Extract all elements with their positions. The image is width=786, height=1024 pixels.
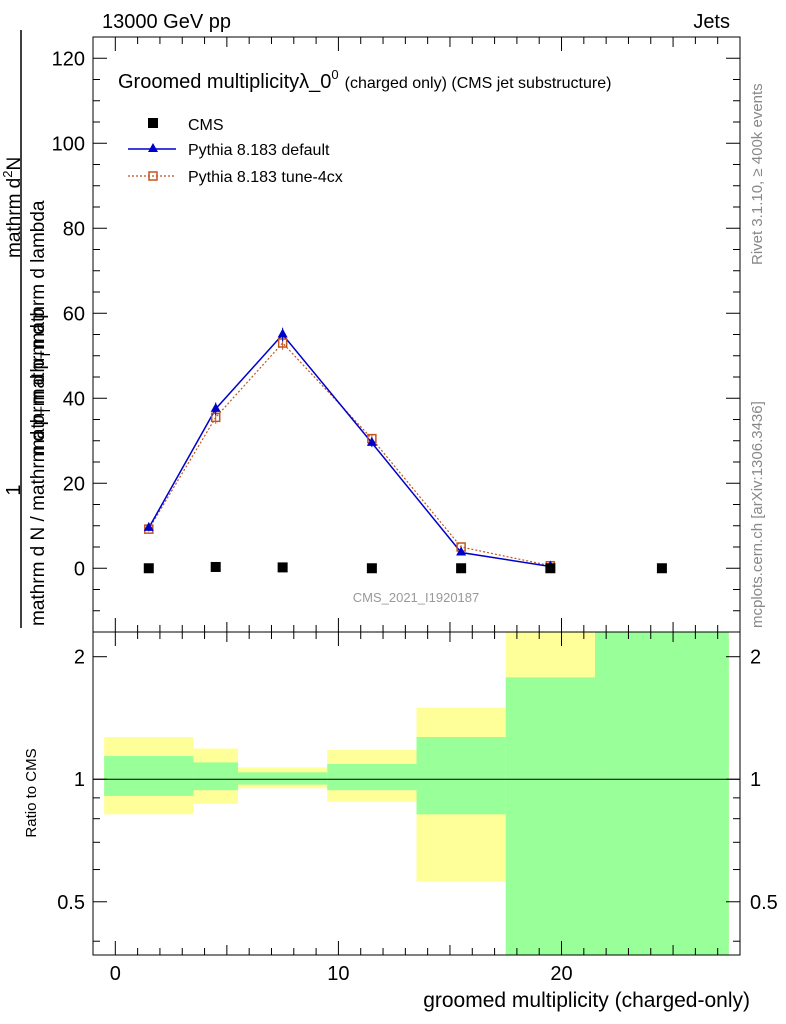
ratio-ylabel: Ratio to CMS (23, 748, 40, 837)
y-tick-label: 120 (52, 48, 85, 70)
legend-cms-label: CMS (188, 117, 224, 134)
ratio-band-green (505, 677, 595, 955)
legend-tune-marker (148, 171, 158, 181)
y-tick-label: 80 (63, 218, 85, 240)
y-tick-label: 100 (52, 133, 85, 155)
legend: CMS Pythia 8.183 default Pythia 8.183 tu… (128, 117, 343, 186)
legend-tune-label: Pythia 8.183 tune-4cx (188, 169, 343, 186)
ratio-y-tick-label-left: 1 (74, 769, 85, 791)
ylabel-one: 1 (3, 484, 25, 495)
y-tick-label: 40 (63, 388, 85, 410)
ratio-y-axis: 0.5 0.5 1 1 2 2 (57, 647, 778, 942)
header-left: 13000 GeV pp (102, 11, 231, 33)
main-ylabel: 1 mathrm d N / mathrm d pTmathrm d p mat… (0, 30, 53, 628)
mcplots-label: mcplots.cern.ch [arXiv:1306.3436] (749, 401, 766, 628)
ratio-x-axis: 0 10 20 (92, 632, 719, 985)
pythia-default-point (210, 402, 221, 412)
x-tick-label: 20 (550, 963, 572, 985)
ratio-band-green (594, 632, 729, 955)
cms-point (656, 563, 667, 574)
ylabel-den-sub: T (37, 406, 53, 415)
pythia-default-point (456, 546, 467, 556)
ratio-y-tick-label-right: 0.5 (750, 892, 778, 914)
ylabel-main-bottom: mathrm d pTmathrm d lambda (28, 200, 53, 455)
ratio-y-tick-label-right: 1 (750, 769, 761, 791)
header-right: Jets (693, 11, 730, 33)
x-axis-label: groomed multiplicity (charged-only) (423, 989, 750, 1012)
pythia-default-point (366, 436, 377, 446)
y-tick-label: 0 (74, 558, 85, 580)
pythia-default-point (277, 328, 288, 338)
ratio-band-green (416, 736, 506, 815)
rivet-label: Rivet 3.1.10, ≥ 400k events (749, 83, 766, 265)
pythia-tune-line (148, 342, 551, 567)
ratio-y-tick-label-right: 2 (750, 647, 761, 669)
ylabel-main-top: mathrm d2N (0, 157, 25, 258)
ratio-y-tick-label-left: 2 (74, 647, 85, 669)
ratio-band-green (193, 762, 239, 791)
legend-default-label: Pythia 8.183 default (188, 142, 330, 159)
ylabel-denominator: mathrm d N / mathrm d pTmathrm d p (28, 308, 53, 626)
y-tick-label: 60 (63, 303, 85, 325)
ratio-band-green (327, 764, 417, 791)
pythia-default-point (143, 521, 154, 531)
y-tick-label: 20 (63, 473, 85, 495)
legend-cms-marker (148, 118, 158, 128)
pythia-default-line (148, 333, 551, 568)
legend-default-marker (148, 143, 158, 152)
cms-point (143, 563, 154, 574)
cms-point (366, 563, 377, 574)
x-tick-label: 10 (327, 963, 349, 985)
cms-point (456, 563, 467, 574)
ratio-band-green (104, 756, 194, 796)
ratio-y-tick-label-left: 0.5 (57, 892, 85, 914)
main-x-axis (92, 37, 719, 632)
x-tick-label: 0 (110, 963, 121, 985)
main-y-axis: 0 20 40 60 80 100 120 (52, 48, 740, 612)
ratio-bands (104, 632, 729, 955)
cms-point (210, 561, 221, 572)
analysis-watermark: CMS_2021_I1920187 (353, 590, 480, 605)
cms-point (545, 563, 556, 574)
ratio-plot-frame (92, 631, 741, 956)
ratio-band-green (238, 772, 328, 785)
cms-point (277, 562, 288, 573)
main-data (143, 327, 667, 574)
plot-title: Groomed multiplicityλ_00(charged only) (… (118, 67, 611, 93)
